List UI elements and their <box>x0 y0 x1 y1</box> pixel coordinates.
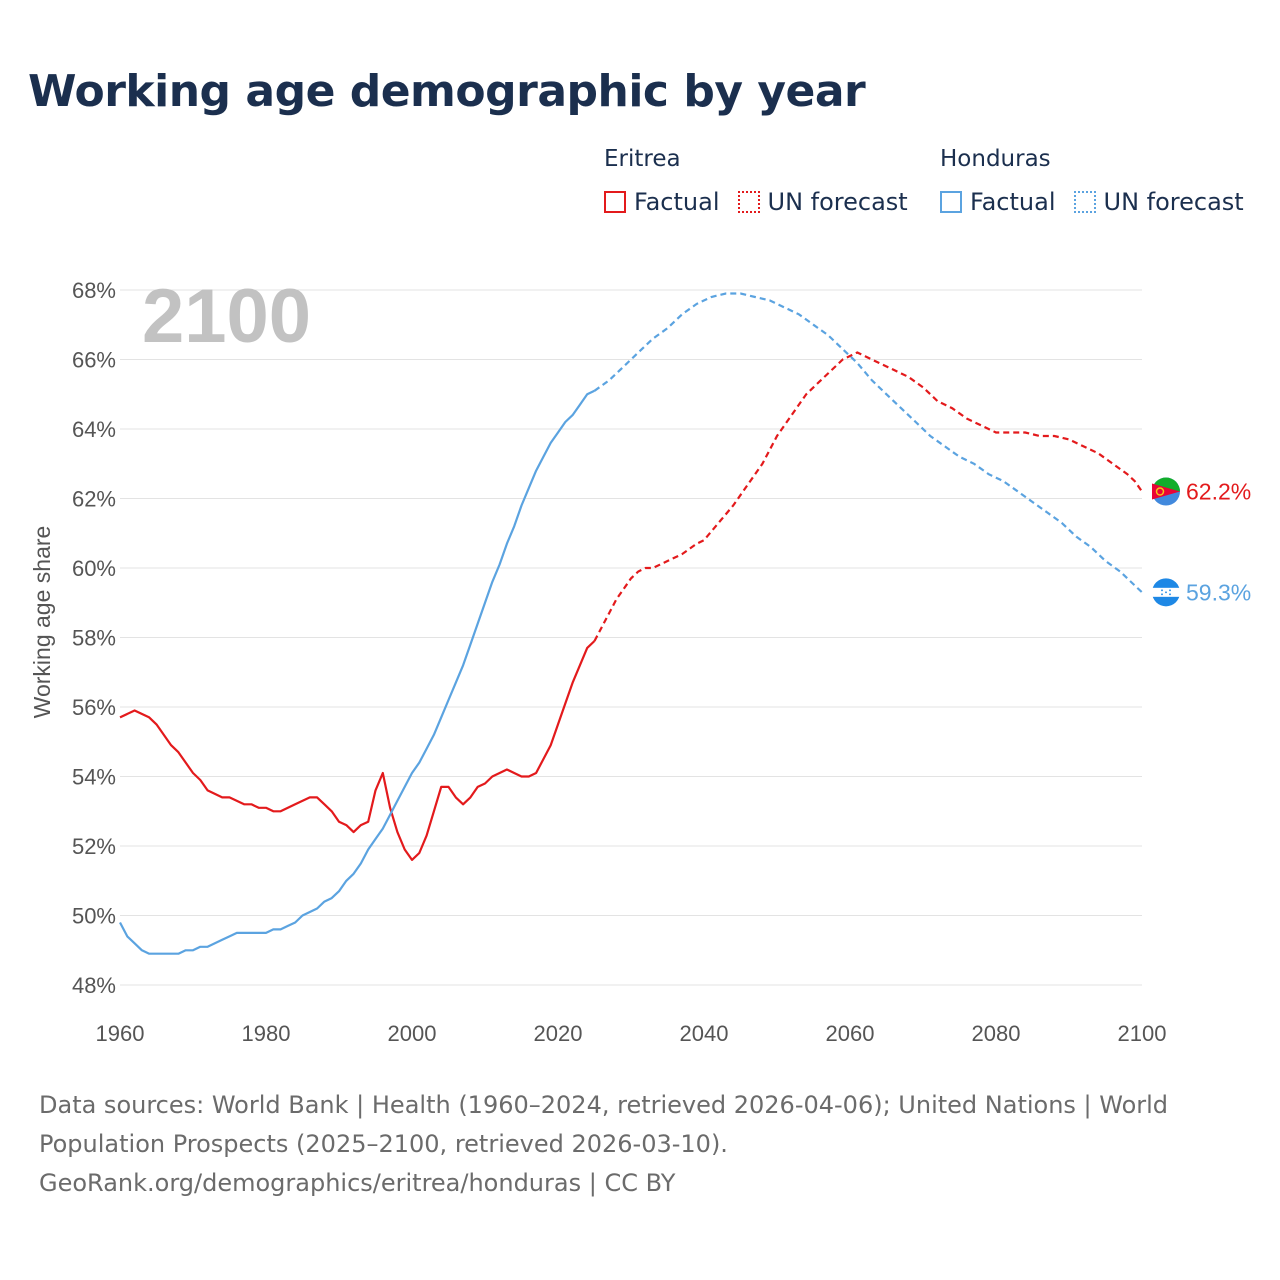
x-axis-ticks: 1960 1980 2000 2020 2040 2060 2080 2100 <box>96 1021 1167 1046</box>
x-tick-label: 2100 <box>1118 1021 1167 1046</box>
flag-star <box>1161 589 1163 592</box>
flag-star <box>1169 593 1171 596</box>
footer-source: Data sources: World Bank | Health (1960–… <box>39 1086 1239 1203</box>
series-lines <box>119 292 1143 955</box>
series-line-honduras-factual <box>119 389 595 955</box>
y-tick-label: 48% <box>72 973 116 998</box>
y-tick-label: 68% <box>72 278 116 303</box>
gridlines <box>120 289 1142 986</box>
x-tick-label: 2040 <box>680 1021 729 1046</box>
footer-link[interactable]: GeoRank.org/demographics/eritrea/hondura… <box>39 1169 676 1197</box>
x-tick-label: 2080 <box>972 1021 1021 1046</box>
legend-label: UN forecast <box>767 188 908 216</box>
flag-star <box>1169 589 1171 592</box>
flag-star <box>1161 593 1163 596</box>
y-tick-label: 64% <box>72 417 116 442</box>
y-tick-label: 62% <box>72 487 116 512</box>
flag-star <box>1165 591 1167 594</box>
legend-country-name: Eritrea <box>604 146 681 172</box>
year-watermark: 2100 <box>142 274 311 359</box>
legend-group-eritrea: Eritrea Factual UN forecast <box>604 146 926 216</box>
y-tick-label: 50% <box>72 904 116 929</box>
legend-swatch-solid <box>604 191 626 213</box>
series-line-honduras-forecast <box>593 292 1143 594</box>
x-tick-label: 2060 <box>826 1021 875 1046</box>
y-tick-label: 58% <box>72 626 116 651</box>
legend-label: Factual <box>970 188 1056 216</box>
series-line-eritrea-factual <box>119 640 596 861</box>
x-tick-label: 1960 <box>96 1021 145 1046</box>
legend-swatch-solid <box>940 191 962 213</box>
legend-item-eritrea-forecast[interactable]: UN forecast <box>737 188 908 216</box>
end-value-label-honduras: 59.3% <box>1186 579 1251 605</box>
x-tick-label: 1980 <box>242 1021 291 1046</box>
legend-item-honduras-factual[interactable]: Factual <box>940 188 1056 216</box>
series-end-markers: 62.2% 59.3% <box>1152 477 1251 607</box>
legend-label: Factual <box>634 188 720 216</box>
x-tick-label: 2020 <box>534 1021 583 1046</box>
footer-line: Data sources: World Bank | Health (1960–… <box>39 1091 1169 1119</box>
legend-item-honduras-forecast[interactable]: UN forecast <box>1073 188 1244 216</box>
y-tick-label: 56% <box>72 695 116 720</box>
y-tick-label: 60% <box>72 556 116 581</box>
legend-country-name: Honduras <box>940 146 1051 172</box>
y-tick-label: 52% <box>72 834 116 859</box>
legend-group-honduras: Honduras Factual UN forecast <box>940 146 1262 216</box>
flag-icon-honduras <box>1152 578 1180 607</box>
y-tick-label: 54% <box>72 765 116 790</box>
flag-emblem <box>1155 487 1165 496</box>
legend-swatch-dotted <box>737 191 760 213</box>
y-tick-label: 66% <box>72 348 116 373</box>
chart-title: Working age demographic by year <box>28 66 866 117</box>
flag-icon-eritrea <box>1152 477 1181 506</box>
legend-item-eritrea-factual[interactable]: Factual <box>604 188 720 216</box>
y-axis-label: Working age share <box>29 526 55 719</box>
end-value-label-eritrea: 62.2% <box>1186 479 1251 505</box>
x-tick-label: 2000 <box>388 1021 437 1046</box>
y-axis-ticks: 48% 50% 52% 54% 56% 58% 60% 62% 64% 66% 68% <box>72 278 116 998</box>
series-line-eritrea-forecast <box>593 351 1143 642</box>
legend-label: UN forecast <box>1103 188 1244 216</box>
footer-line: Population Prospects (2025–2100, retriev… <box>39 1130 728 1158</box>
legend-swatch-dotted <box>1073 191 1096 213</box>
